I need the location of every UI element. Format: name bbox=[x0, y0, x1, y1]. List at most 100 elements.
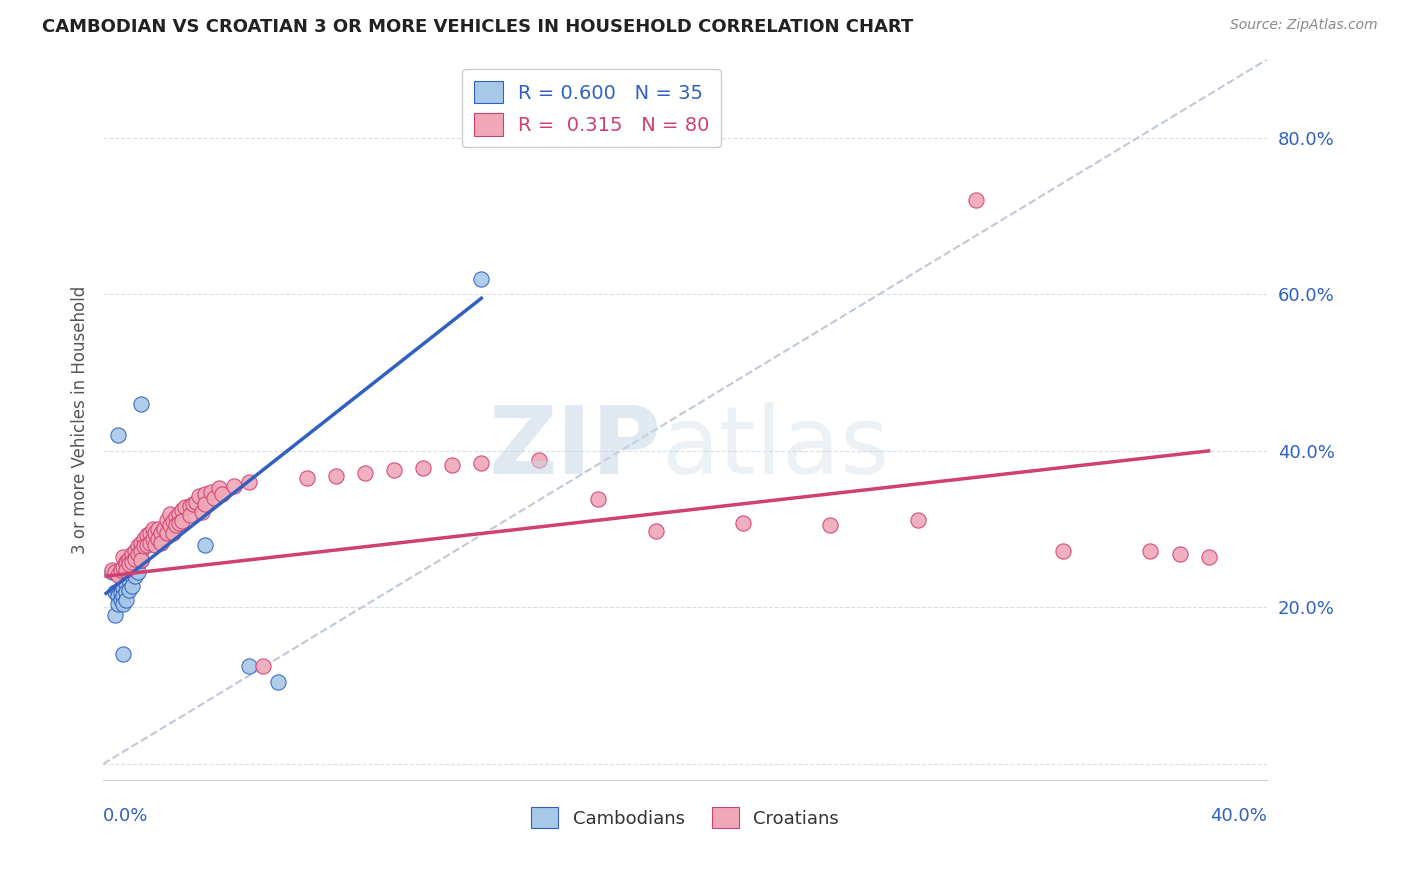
Point bbox=[115, 584, 138, 599]
Point bbox=[145, 538, 167, 552]
Point bbox=[222, 479, 245, 493]
Y-axis label: 3 or more Vehicles in Household: 3 or more Vehicles in Household bbox=[72, 285, 89, 554]
Point bbox=[238, 659, 260, 673]
Point bbox=[1139, 544, 1161, 558]
Point bbox=[441, 458, 464, 472]
Point bbox=[129, 544, 152, 558]
Point bbox=[156, 526, 179, 541]
Point bbox=[118, 583, 141, 598]
Point bbox=[159, 507, 181, 521]
Point bbox=[121, 563, 143, 577]
Point bbox=[138, 536, 160, 550]
Point bbox=[129, 397, 152, 411]
Point bbox=[238, 475, 260, 490]
Point bbox=[118, 558, 141, 572]
Point bbox=[211, 487, 233, 501]
Point bbox=[170, 502, 193, 516]
Point bbox=[325, 469, 347, 483]
Point bbox=[167, 516, 190, 530]
Point bbox=[179, 508, 201, 522]
Point bbox=[107, 428, 129, 442]
Point bbox=[1052, 544, 1074, 558]
Point bbox=[1168, 547, 1191, 561]
Point bbox=[382, 463, 405, 477]
Point bbox=[127, 555, 149, 569]
Point bbox=[124, 559, 146, 574]
Point bbox=[153, 522, 176, 536]
Point bbox=[124, 569, 146, 583]
Point bbox=[167, 507, 190, 521]
Point bbox=[129, 553, 152, 567]
Point bbox=[127, 540, 149, 554]
Point bbox=[354, 466, 377, 480]
Point bbox=[142, 532, 165, 546]
Point bbox=[104, 565, 127, 579]
Point bbox=[121, 555, 143, 569]
Point bbox=[104, 584, 127, 599]
Point bbox=[156, 513, 179, 527]
Point bbox=[115, 569, 138, 583]
Point bbox=[115, 563, 138, 577]
Point bbox=[820, 518, 842, 533]
Point bbox=[118, 573, 141, 587]
Point bbox=[150, 536, 173, 550]
Point bbox=[202, 491, 225, 505]
Point bbox=[107, 597, 129, 611]
Point bbox=[129, 553, 152, 567]
Point bbox=[127, 547, 149, 561]
Point bbox=[115, 555, 138, 569]
Point bbox=[121, 547, 143, 561]
Text: Source: ZipAtlas.com: Source: ZipAtlas.com bbox=[1230, 18, 1378, 32]
Point bbox=[165, 518, 187, 533]
Point bbox=[295, 471, 318, 485]
Point bbox=[135, 538, 157, 552]
Point bbox=[194, 497, 217, 511]
Point bbox=[165, 510, 187, 524]
Point bbox=[124, 552, 146, 566]
Point bbox=[115, 577, 138, 591]
Point bbox=[644, 524, 666, 538]
Point bbox=[118, 565, 141, 579]
Point bbox=[162, 526, 184, 541]
Point bbox=[266, 674, 288, 689]
Text: 40.0%: 40.0% bbox=[1211, 807, 1267, 825]
Point bbox=[104, 608, 127, 623]
Point bbox=[907, 513, 929, 527]
Point bbox=[115, 558, 138, 572]
Point bbox=[162, 514, 184, 528]
Point bbox=[191, 505, 214, 519]
Point bbox=[121, 578, 143, 592]
Point bbox=[965, 194, 987, 208]
Point bbox=[107, 584, 129, 599]
Point bbox=[412, 461, 434, 475]
Point bbox=[142, 522, 165, 536]
Point bbox=[200, 484, 222, 499]
Point bbox=[110, 581, 132, 595]
Point bbox=[112, 648, 135, 662]
Point bbox=[252, 659, 274, 673]
Legend: Cambodians, Croatians: Cambodians, Croatians bbox=[524, 800, 846, 836]
Point bbox=[107, 589, 129, 603]
Point bbox=[138, 526, 160, 541]
Point bbox=[159, 518, 181, 533]
Point bbox=[208, 482, 231, 496]
Point bbox=[112, 559, 135, 574]
Point bbox=[101, 563, 124, 577]
Point bbox=[115, 592, 138, 607]
Point bbox=[110, 586, 132, 600]
Point bbox=[170, 514, 193, 528]
Text: 0.0%: 0.0% bbox=[103, 807, 149, 825]
Point bbox=[150, 526, 173, 541]
Point bbox=[132, 540, 155, 554]
Point bbox=[110, 563, 132, 577]
Point bbox=[132, 532, 155, 546]
Point bbox=[733, 516, 755, 530]
Point bbox=[148, 522, 170, 536]
Point bbox=[101, 565, 124, 579]
Text: ZIP: ZIP bbox=[489, 402, 662, 494]
Point bbox=[188, 489, 211, 503]
Point bbox=[112, 581, 135, 595]
Point bbox=[148, 532, 170, 546]
Point bbox=[124, 544, 146, 558]
Point bbox=[127, 565, 149, 579]
